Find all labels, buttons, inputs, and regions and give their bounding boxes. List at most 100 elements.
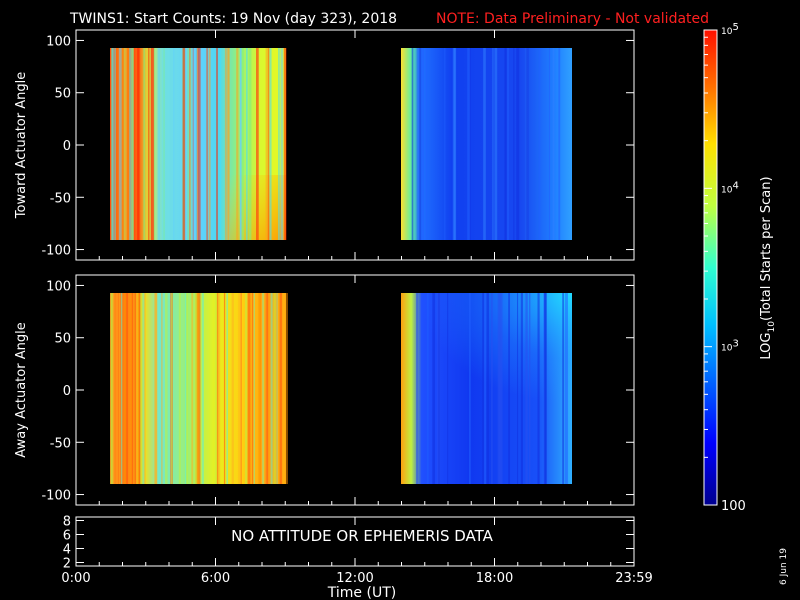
- heatmap-streak: [154, 293, 158, 484]
- heatmap-streak: [438, 293, 440, 484]
- heatmap-streak: [411, 48, 414, 240]
- heatmap-streak: [270, 293, 273, 484]
- heatmap-streak: [552, 48, 555, 240]
- colorbar-tick-exp: 4: [732, 180, 738, 191]
- heatmap-streak: [265, 293, 269, 484]
- heatmap-streak: [196, 48, 199, 240]
- heatmap-streak: [444, 48, 446, 240]
- heatmap-streak: [269, 48, 272, 240]
- heatmap-streak: [419, 48, 422, 240]
- heatmap-streak: [224, 48, 227, 240]
- heatmap-streak: [425, 48, 428, 240]
- x-tick-label: 6:00: [201, 571, 230, 586]
- heatmap-streak: [280, 293, 283, 484]
- heatmap-streak: [280, 48, 284, 240]
- heatmap-streak: [214, 293, 217, 484]
- heatmap-streak: [239, 293, 242, 484]
- heatmap-streak: [171, 293, 173, 484]
- heatmap-streak: [226, 48, 229, 240]
- heatmap-streak: [544, 293, 546, 484]
- y-tick-label: -100: [41, 244, 71, 259]
- heatmap-streak: [265, 48, 268, 240]
- colorbar-label-sub: 10: [767, 321, 777, 333]
- heatmap-streak: [454, 48, 457, 240]
- heatmap-streak: [499, 293, 503, 484]
- colorbar-tick-label: 104: [721, 180, 739, 195]
- heatmap-streak: [184, 293, 187, 484]
- heatmap-streak: [562, 293, 565, 484]
- panel-toward: Toward Actuator Angle 100 50 0 -50 -100: [14, 29, 635, 261]
- heatmap-streak: [483, 48, 486, 240]
- colorbar-tick-label: 100: [721, 499, 746, 514]
- heatmap-streak: [219, 48, 221, 240]
- panel-away-ylabel: Away Actuator Angle: [14, 322, 29, 457]
- heatmap-streak: [151, 48, 155, 240]
- heatmap-streak: [228, 48, 230, 240]
- heatmap-streak: [273, 293, 276, 484]
- heatmap-streak: [173, 48, 175, 240]
- heatmap-streak: [218, 293, 221, 484]
- heatmap-streak: [187, 48, 190, 240]
- y-tick-label: 50: [54, 87, 71, 102]
- colorbar-tick-base: 10: [721, 344, 733, 354]
- heatmap-streak: [178, 293, 181, 484]
- y-tick-label: -50: [50, 436, 71, 451]
- heatmap-streak: [520, 293, 523, 484]
- heatmap-streak: [506, 48, 509, 240]
- heatmap-streak: [115, 293, 118, 484]
- heatmap-streak: [144, 293, 146, 484]
- heatmap-streak: [183, 48, 186, 240]
- heatmap-streak: [124, 293, 127, 484]
- y-tick-label: 2: [63, 557, 71, 572]
- heatmap-streak: [247, 293, 251, 484]
- heatmap-streak: [197, 48, 201, 240]
- date-stamp: 6 Jun 19: [779, 548, 789, 585]
- heatmap-streak: [525, 293, 528, 484]
- heatmap-streak: [134, 48, 136, 240]
- heatmap-streak: [186, 293, 189, 484]
- heatmap-streak: [508, 293, 510, 484]
- panel-toward-yticks: 100 50 0 -50 -100: [41, 34, 634, 259]
- heatmap-streak: [248, 48, 252, 240]
- heatmap-streak: [236, 48, 239, 240]
- heatmap-streak: [416, 48, 420, 240]
- heatmap-streak: [129, 48, 132, 240]
- heatmap-streak: [427, 293, 429, 484]
- heatmap-streak: [513, 48, 515, 240]
- x-tick-label: 23:59: [615, 571, 652, 586]
- heatmap-streak: [111, 293, 114, 484]
- heatmap-streak: [216, 48, 218, 240]
- heatmap-streak: [191, 293, 194, 484]
- heatmap-streak: [267, 48, 270, 240]
- heatmap-streak: [194, 293, 198, 484]
- heatmap-streak: [256, 48, 259, 240]
- heatmap-streak: [208, 48, 211, 240]
- heatmap-streak: [131, 48, 134, 240]
- heatmap-streak: [482, 293, 485, 484]
- heatmap-block: [401, 48, 572, 240]
- heatmap-streak: [491, 293, 493, 484]
- colorbar-tick-label: 103: [721, 339, 739, 354]
- heatmap-streak: [279, 293, 282, 484]
- heatmap-streak: [538, 48, 541, 240]
- heatmap-streak: [112, 293, 115, 484]
- heatmap-streak: [244, 293, 248, 484]
- y-tick-label: 100: [46, 279, 71, 294]
- heatmap-streak: [143, 48, 146, 240]
- heatmap-streak: [134, 293, 136, 484]
- heatmap-streaks: [111, 48, 561, 240]
- heatmap-streak: [157, 48, 161, 240]
- y-tick-label: -100: [41, 489, 71, 504]
- heatmap-streak: [195, 48, 198, 240]
- heatmap-streak: [124, 48, 126, 240]
- heatmap-streak: [253, 293, 255, 484]
- heatmap-streak: [138, 293, 142, 484]
- y-tick-label: 50: [54, 332, 71, 347]
- heatmap-streak: [150, 48, 153, 240]
- heatmap-streak: [223, 293, 226, 484]
- heatmap-streaks: [110, 293, 568, 484]
- heatmap-streak: [504, 48, 508, 240]
